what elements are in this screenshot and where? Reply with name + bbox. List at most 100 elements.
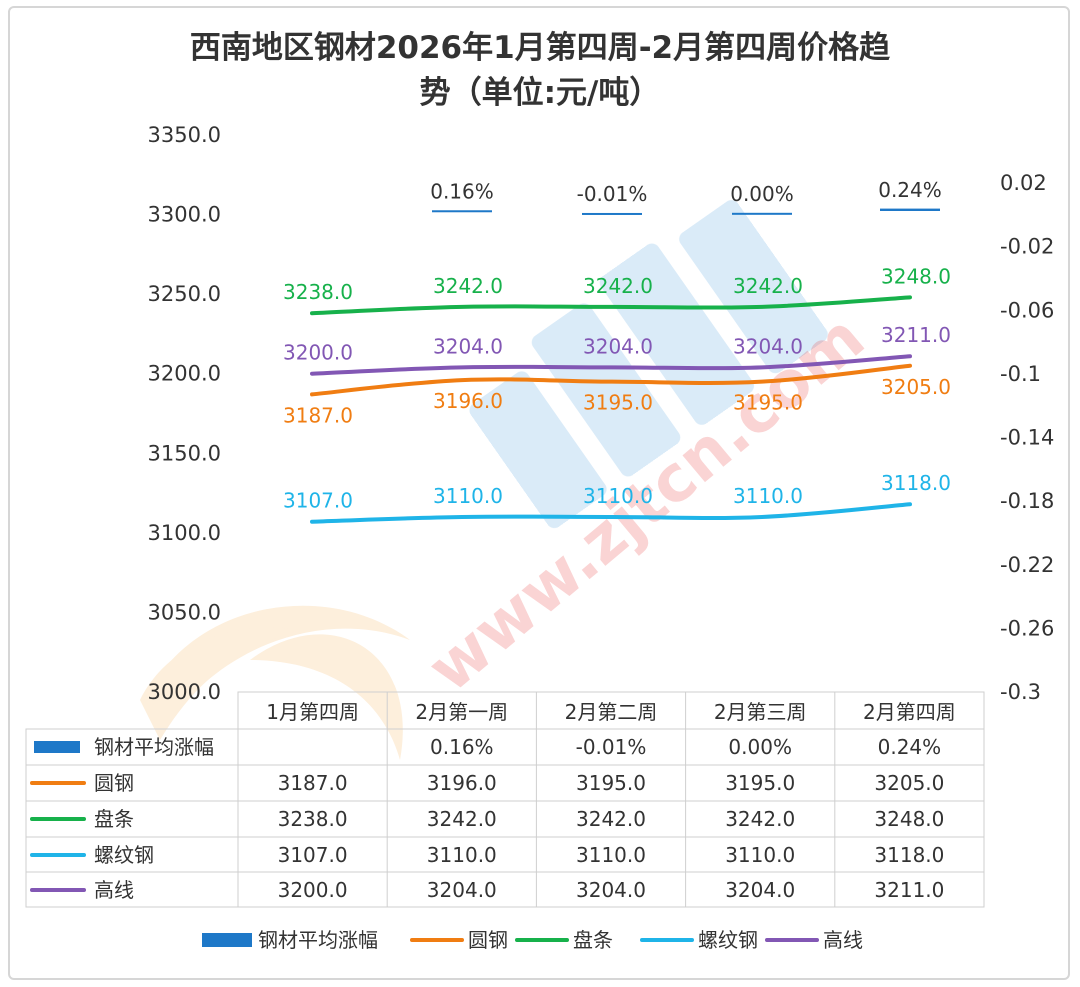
y2-tick-label: -0.18 [1000, 489, 1054, 513]
y2-tick-label: -0.06 [1000, 298, 1054, 322]
table-body-border [25, 728, 985, 908]
legend-item[interactable]: 高线 [765, 928, 863, 952]
table-cell: 3195.0 [725, 771, 795, 795]
legend-label: 高线 [823, 928, 863, 952]
y2-tick-label: -0.02 [1000, 235, 1054, 259]
data-label: 3211.0 [881, 323, 951, 347]
table-row-name: 螺纹钢 [94, 843, 154, 867]
table-cell: 3242.0 [576, 807, 646, 831]
table-cell: 3110.0 [725, 843, 795, 867]
data-label: 3195.0 [583, 391, 653, 415]
bar-data-label: 0.00% [730, 182, 794, 206]
y-axis-right: 0.02 -0.02 -0.06 -0.1 -0.14 -0.18 -0.22 -0.26 -0… [1000, 171, 1054, 704]
y2-tick-label: -0.26 [1000, 616, 1054, 640]
table-cell: 3204.0 [427, 878, 497, 902]
bar-data-label: 0.24% [878, 178, 942, 202]
legend-item[interactable]: 钢材平均涨幅 [202, 928, 378, 952]
bar-data-label: -0.01% [577, 182, 648, 206]
y-tick-label: 3300.0 [148, 203, 221, 227]
chart-title: 西南地区钢材2026年1月第四周-2月第四周价格趋 [190, 30, 891, 66]
data-label: 3204.0 [583, 334, 653, 358]
line-series: 3187.0 3196.0 3195.0 3195.0 3205.0 3238.0 3242… [283, 264, 951, 524]
chart-title-line2: 势（单位:元/吨） [420, 75, 661, 111]
bar-data-label: 0.16% [430, 179, 494, 203]
data-label: 3118.0 [881, 471, 951, 495]
table-cell: 3118.0 [874, 843, 944, 867]
data-label: 3110.0 [433, 484, 503, 508]
y-tick-label: 3200.0 [148, 362, 221, 386]
data-label: 3242.0 [433, 274, 503, 298]
legend-item[interactable]: 螺纹钢 [640, 928, 758, 952]
table-cell: 3196.0 [427, 771, 497, 795]
data-label: 3187.0 [283, 403, 353, 427]
data-label: 3110.0 [733, 484, 803, 508]
table-row-name: 高线 [94, 878, 134, 902]
data-label: 3107.0 [283, 489, 353, 513]
table-cell: 3242.0 [725, 807, 795, 831]
data-label: 3204.0 [733, 334, 803, 358]
data-label: 3248.0 [881, 264, 951, 288]
table-cell: 3110.0 [427, 843, 497, 867]
y2-tick-label: -0.3 [1000, 680, 1041, 704]
y2-tick-label: -0.14 [1000, 426, 1054, 450]
table-row-name: 钢材平均涨幅 [94, 735, 214, 759]
table-cell: 3195.0 [576, 771, 646, 795]
series-line-2 [310, 502, 912, 524]
table-cell: 3242.0 [427, 807, 497, 831]
y-tick-label: 3050.0 [148, 600, 221, 624]
bar-series: 0.16% -0.01% 0.00% 0.24% [430, 178, 942, 215]
legend-item[interactable]: 圆钢 [410, 928, 508, 952]
data-label: 3196.0 [433, 389, 503, 413]
y-tick-label: 3100.0 [148, 521, 221, 545]
table-row-swatch [34, 741, 80, 753]
table-cell: 3248.0 [874, 807, 944, 831]
data-label: 3195.0 [733, 391, 803, 415]
y-tick-label: 3350.0 [148, 123, 221, 147]
data-label: 3242.0 [733, 274, 803, 298]
series-line-1 [310, 295, 912, 316]
table-cell: 3238.0 [278, 807, 348, 831]
table-header: 2月第四周 [863, 700, 956, 724]
data-label: 3205.0 [881, 375, 951, 399]
table-cell: 3200.0 [278, 878, 348, 902]
bar-mark [582, 212, 642, 215]
table-row-name: 盘条 [94, 807, 134, 831]
table-cell: 3107.0 [278, 843, 348, 867]
series-line-3 [310, 354, 912, 376]
legend-label: 圆钢 [468, 928, 508, 952]
table-cell: 0.24% [878, 735, 942, 759]
legend[interactable]: 钢材平均涨幅 圆钢 盘条 螺纹钢 高线 [202, 928, 863, 952]
legend-swatch [202, 933, 252, 947]
table-header: 1月第四周 [266, 700, 359, 724]
table-header: 2月第三周 [714, 700, 807, 724]
data-label: 3238.0 [283, 280, 353, 304]
y2-tick-label: 0.02 [1000, 171, 1047, 195]
table-row-name: 圆钢 [94, 771, 134, 795]
watermark-logo [140, 200, 828, 760]
bar-mark [732, 212, 792, 215]
data-label: 3204.0 [433, 334, 503, 358]
table-cell: 3204.0 [725, 878, 795, 902]
y-tick-label: 3000.0 [148, 680, 221, 704]
y-axis-left: 3350.0 3300.0 3250.0 3200.0 3150.0 3100.0 3050… [148, 123, 221, 704]
y2-tick-label: -0.1 [1000, 362, 1041, 386]
table-header: 2月第一周 [415, 700, 508, 724]
bar-mark [880, 208, 940, 211]
table-cell: 3110.0 [576, 843, 646, 867]
y2-tick-label: -0.22 [1000, 553, 1054, 577]
y-tick-label: 3150.0 [148, 441, 221, 465]
table-cell: 3205.0 [874, 771, 944, 795]
data-label: 3110.0 [583, 484, 653, 508]
legend-label: 螺纹钢 [698, 928, 758, 952]
data-label: 3200.0 [283, 341, 353, 365]
data-label: 3242.0 [583, 274, 653, 298]
legend-label: 钢材平均涨幅 [258, 928, 378, 952]
legend-item[interactable]: 盘条 [515, 928, 613, 952]
table-cell: 0.00% [728, 735, 792, 759]
series-line-0 [310, 363, 912, 397]
y-tick-label: 3250.0 [148, 282, 221, 306]
chart-frame [8, 6, 1070, 980]
table-header: 2月第二周 [565, 700, 658, 724]
